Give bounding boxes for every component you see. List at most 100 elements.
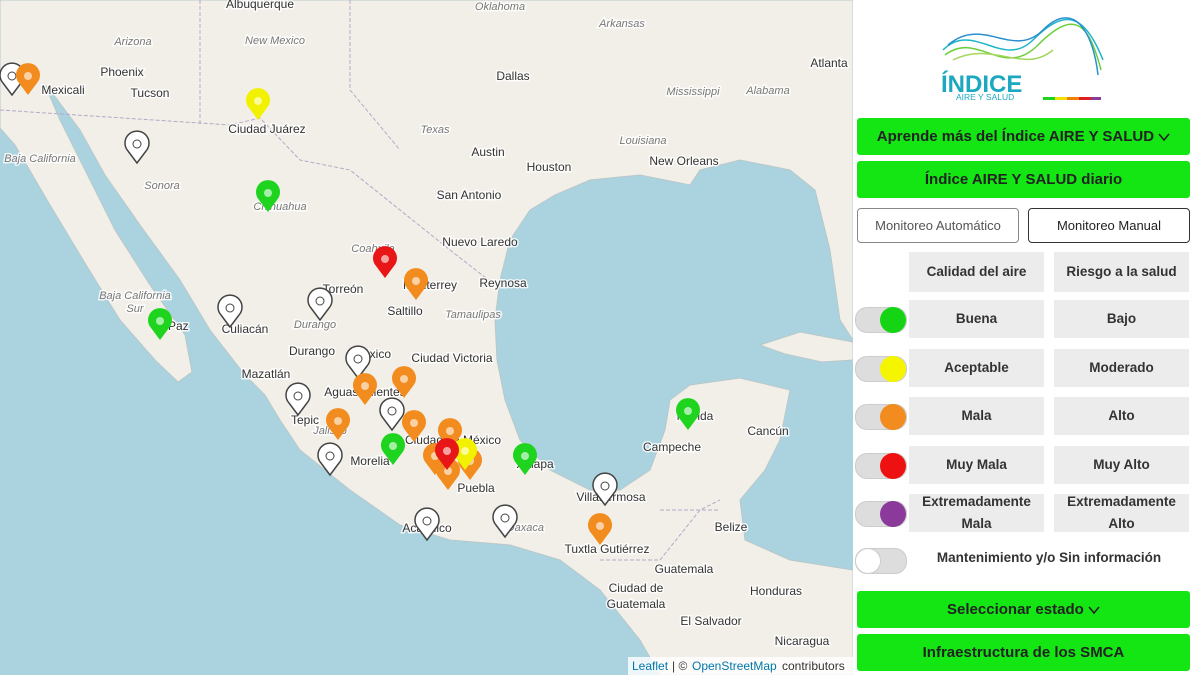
pin-dot (334, 417, 342, 425)
attribution-sep: | © (672, 659, 687, 673)
station-pin[interactable] (379, 397, 405, 432)
station-pin[interactable] (404, 268, 428, 300)
place-label: Ciudad de (609, 581, 664, 595)
station-pin[interactable] (307, 287, 333, 322)
pin-dot (225, 303, 235, 313)
station-pin[interactable] (414, 507, 440, 542)
place-label: Puebla (457, 481, 495, 495)
place-label: Honduras (750, 584, 802, 598)
station-pin[interactable] (16, 63, 40, 95)
place-label: Mexicali (41, 83, 84, 97)
pin-dot (400, 375, 408, 383)
map[interactable]: Albuquerque Arizona New Mexico Oklahoma Arka… (0, 0, 853, 675)
tab-auto[interactable]: Monitoreo Automático (857, 208, 1019, 243)
station-pin[interactable] (380, 433, 405, 465)
pin-dot (600, 481, 610, 491)
station-pin[interactable] (317, 442, 343, 477)
station-pin[interactable] (255, 180, 280, 212)
station-pin[interactable] (592, 472, 618, 507)
pin-dot (422, 516, 432, 526)
station-pin[interactable] (391, 366, 417, 398)
place-label: Houston (527, 160, 572, 174)
leaflet-link[interactable]: Leaflet (632, 659, 669, 673)
state-text: Seleccionar estado (947, 601, 1084, 618)
station-pin[interactable] (245, 88, 270, 120)
learn-button[interactable]: Aprende más del Índice AIRE Y SALUD (857, 118, 1190, 155)
attribution-text: contributors (782, 659, 845, 673)
daily-button[interactable]: Índice AIRE Y SALUD diario (857, 161, 1190, 198)
toggle[interactable] (855, 453, 907, 479)
toggle[interactable] (855, 307, 907, 333)
place-label: Dallas (496, 69, 529, 83)
station-pin[interactable] (352, 373, 378, 405)
risk-level: Extremadamente Alto (1054, 494, 1189, 532)
quality-level: Aceptable (909, 349, 1044, 387)
place-label: Arkansas (598, 18, 645, 30)
place-label: Ciudad Victoria (411, 351, 492, 365)
place-label: Cancún (747, 424, 788, 438)
risk-level: Muy Alto (1054, 446, 1189, 484)
station-pin[interactable] (452, 438, 477, 470)
station-pin[interactable] (217, 294, 243, 329)
toggle-knob (880, 404, 906, 430)
infra-button[interactable]: Infraestructura de los SMCA (857, 634, 1190, 671)
header-quality: Calidad del aire (909, 252, 1044, 292)
station-pin[interactable] (402, 410, 426, 442)
pin-dot (444, 467, 452, 475)
station-pin[interactable] (436, 458, 461, 490)
pin-dot (156, 317, 164, 325)
tab-manual[interactable]: Monitoreo Manual (1028, 208, 1190, 243)
pin-dot (315, 296, 325, 306)
place-label: San Antonio (437, 188, 502, 202)
place-label: Louisiana (619, 135, 666, 147)
pin-dot (443, 447, 451, 455)
station-pin[interactable] (676, 398, 701, 430)
station-pin[interactable] (438, 418, 462, 450)
toggle-knob (880, 501, 906, 527)
place-label: Oklahoma (475, 1, 525, 13)
station-pin[interactable] (285, 382, 311, 417)
toggle-knob (880, 307, 906, 333)
place-label: Atlanta (810, 56, 848, 70)
place-label: El Salvador (680, 614, 741, 628)
station-pin[interactable] (588, 513, 612, 545)
toggle[interactable] (855, 501, 907, 527)
place-label: Arizona (113, 36, 151, 48)
toggle[interactable] (855, 404, 907, 430)
place-label: Reynosa (479, 276, 527, 290)
place-label: Baja California (4, 153, 76, 165)
place-label: Mississippi (666, 86, 720, 98)
borders (0, 0, 721, 561)
pin-dot (24, 72, 32, 80)
station-pin[interactable] (512, 443, 537, 475)
place-label: Nuevo Laredo (442, 235, 518, 249)
place-label: Baja California (99, 290, 171, 302)
osm-link[interactable]: OpenStreetMap (692, 659, 777, 673)
risk-level: Moderado (1054, 349, 1189, 387)
place-label: New Mexico (245, 35, 305, 47)
toggle[interactable] (855, 548, 907, 574)
pin-dot (7, 71, 17, 81)
land (0, 0, 853, 675)
toggle-knob (880, 453, 906, 479)
station-pin[interactable] (345, 345, 371, 380)
state-button[interactable]: Seleccionar estado (857, 591, 1190, 628)
pin-dot (353, 354, 363, 364)
station-pin[interactable] (373, 246, 398, 278)
place-label: Guatemala (655, 562, 714, 576)
place-label: Saltillo (387, 304, 423, 318)
station-pin[interactable] (148, 308, 172, 340)
place-label: Sur (126, 303, 144, 315)
toggle[interactable] (855, 356, 907, 382)
place-label: Durango (289, 344, 335, 358)
place-label: Ciudad Juárez (228, 122, 305, 136)
station-pin[interactable] (435, 438, 459, 470)
sidebar: ÍNDICE AIRE Y SALUD Aprende más del Índi… (853, 0, 1200, 675)
station-pin[interactable] (492, 504, 518, 539)
station-pin[interactable] (124, 130, 150, 165)
pin-dot (293, 391, 303, 401)
pin-dot (684, 407, 692, 415)
place-label: New Orleans (649, 154, 718, 168)
station-pin[interactable] (325, 408, 350, 440)
